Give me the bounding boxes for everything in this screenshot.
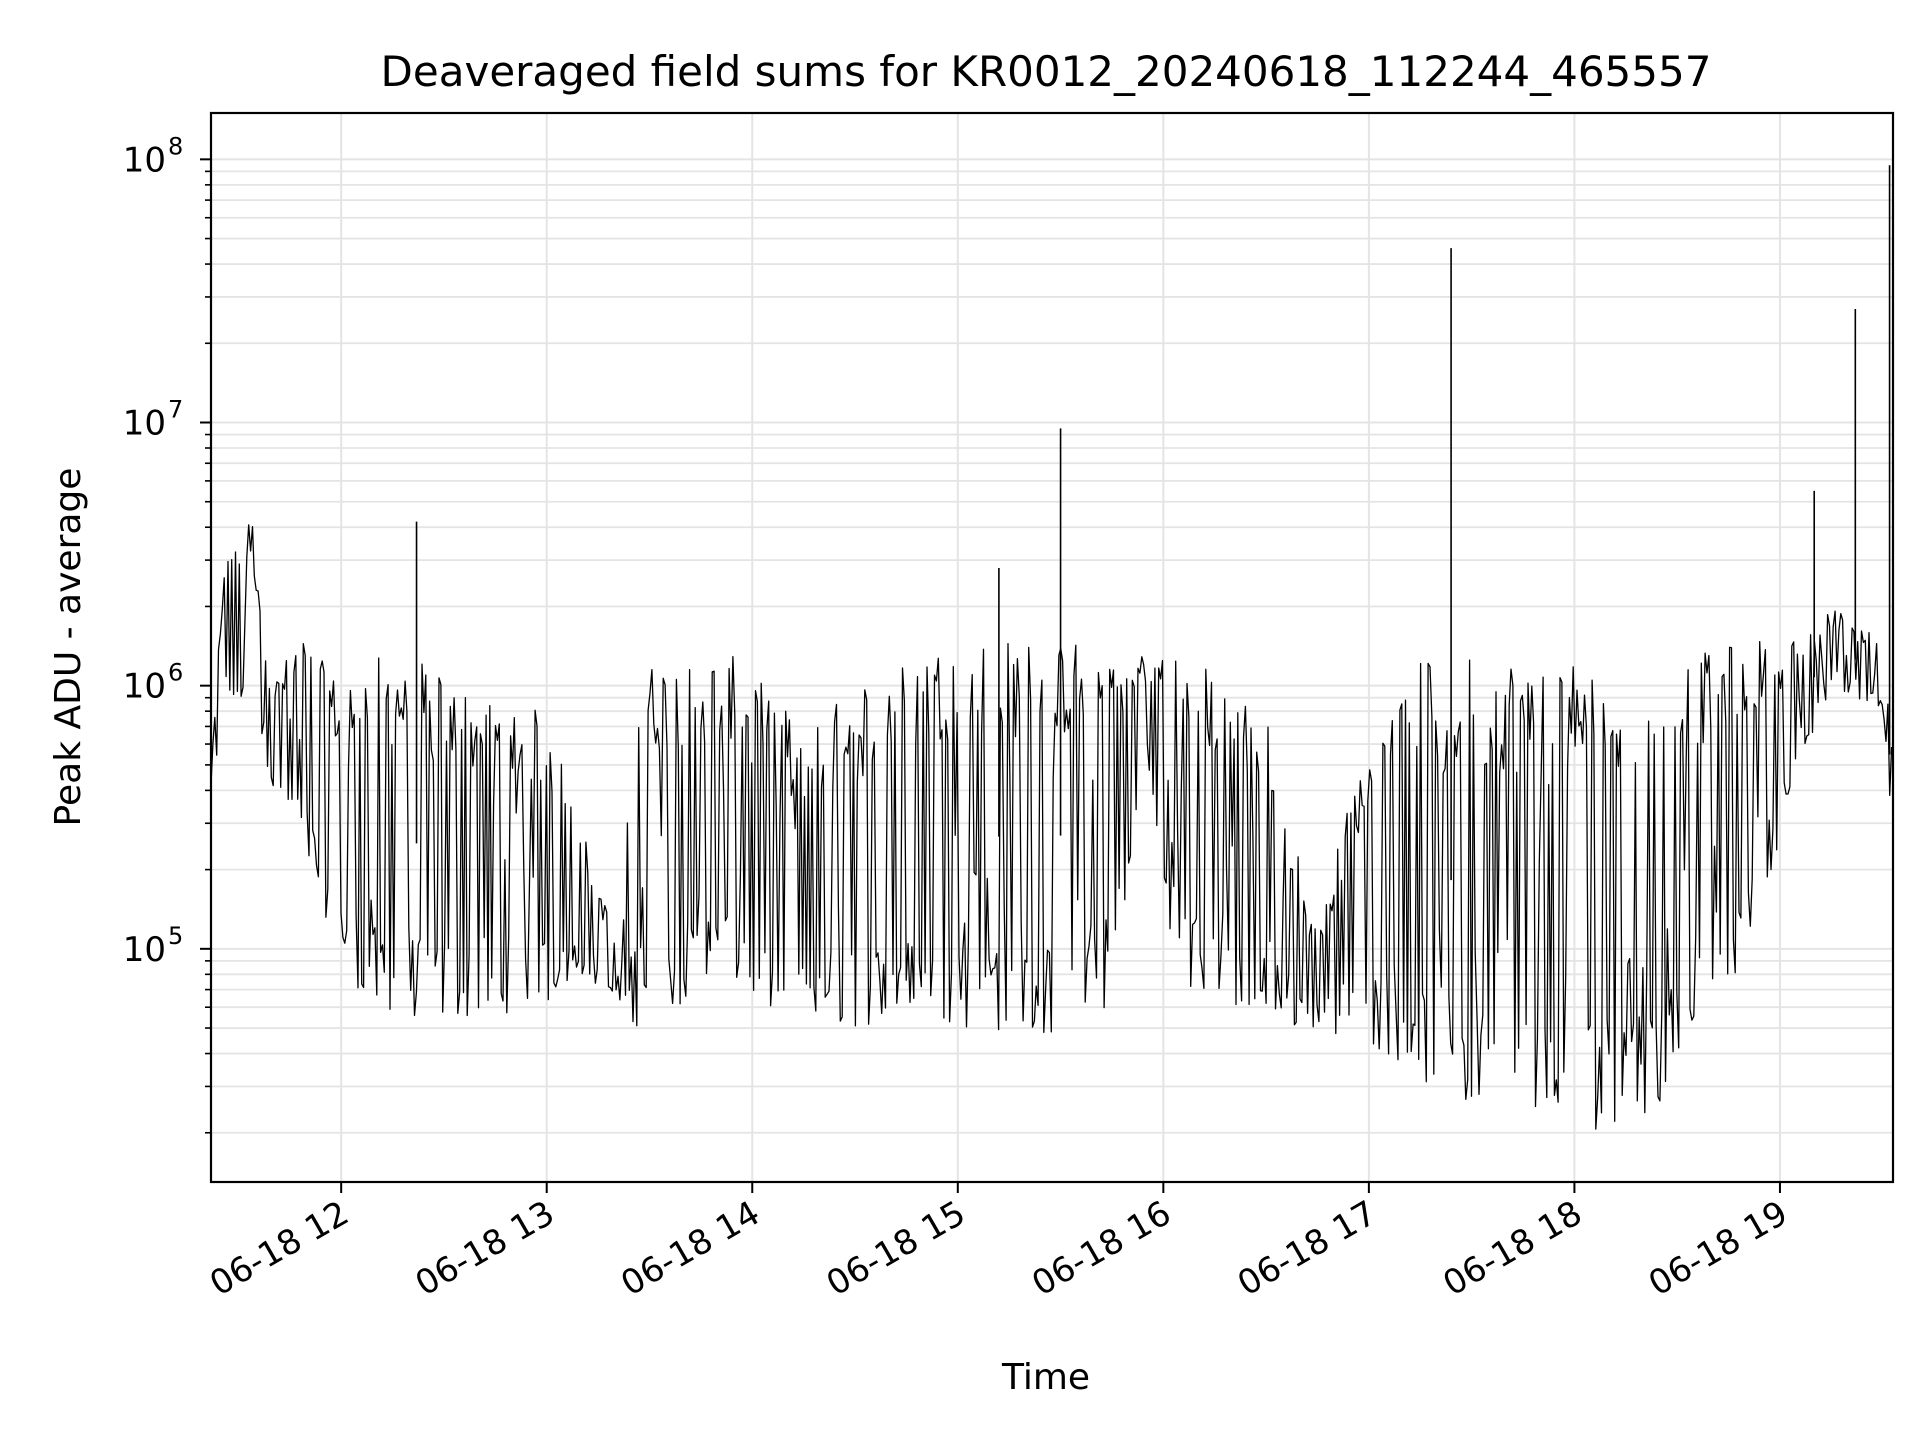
y-tick-label: 10 xyxy=(123,140,166,180)
y-tick-label: 10 xyxy=(123,404,166,444)
y-tick-label: 10 xyxy=(123,930,166,970)
x-axis-label: Time xyxy=(1001,1357,1090,1398)
x-tick-label: 06-18 14 xyxy=(614,1193,766,1304)
data-line xyxy=(210,524,1893,1130)
plot-frame xyxy=(209,111,1895,1184)
x-tick-label: 06-18 18 xyxy=(1437,1193,1589,1304)
x-tick-label: 06-18 13 xyxy=(409,1193,561,1304)
x-tick-label: 06-18 16 xyxy=(1025,1193,1177,1304)
y-tick-exponent: 8 xyxy=(168,132,183,160)
y-tick-exponent: 7 xyxy=(168,396,183,424)
y-axis-label: Peak ADU - average xyxy=(48,468,89,827)
y-tick-exponent: 5 xyxy=(168,922,183,950)
x-axis: 06-18 12 06-18 13 06-18 14 06-18 15 06-18 16… xyxy=(203,1182,1794,1304)
series-line xyxy=(210,165,1893,1130)
y-tick-exponent: 6 xyxy=(168,659,183,687)
x-tick-label: 06-18 12 xyxy=(203,1193,355,1304)
x-tick-label: 06-18 19 xyxy=(1642,1193,1794,1304)
chart-title: Deaveraged field sums for KR0012_2024061… xyxy=(381,47,1712,96)
x-tick-label: 06-18 15 xyxy=(820,1193,972,1304)
y-tick-label: 10 xyxy=(123,667,166,707)
x-tick-label: 06-18 17 xyxy=(1231,1193,1383,1304)
